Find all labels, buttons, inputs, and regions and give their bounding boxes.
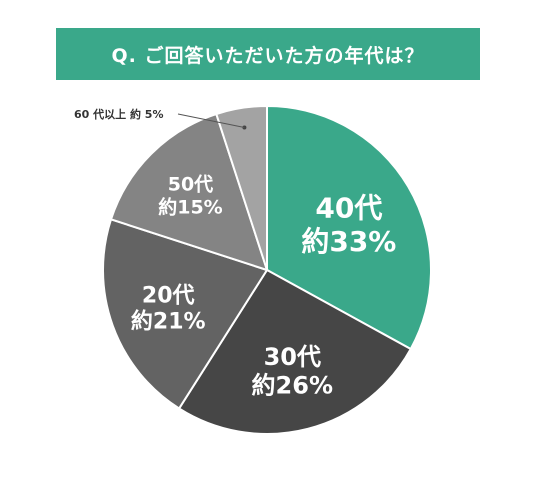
pie-slice (266, 104, 432, 351)
pie-slices (102, 104, 432, 435)
pie-slice (102, 218, 269, 410)
pie-callout: 60 代以上 約 5% (74, 107, 247, 130)
chart-title-banner: Q. ご回答いただいた方の年代は？ (56, 28, 480, 80)
pie-slice (215, 104, 268, 271)
slice-value-label: 約21% (131, 309, 206, 335)
slice-value-label: 約15% (158, 195, 222, 218)
slice-category-label: 50代 (168, 174, 213, 196)
pie-slice (177, 268, 413, 435)
callout-leader-line (177, 113, 245, 128)
slice-category-label: 30代 (264, 343, 321, 371)
slice-value-label: 約26% (252, 372, 333, 400)
slice-category-label: 40代 (315, 191, 382, 224)
callout-label: 60 代以上 約 5% (74, 107, 163, 121)
slice-category-label: 20代 (142, 283, 195, 308)
slice-value-label: 約33% (301, 225, 396, 258)
chart-title: Q. ご回答いただいた方の年代は？ (111, 44, 425, 67)
